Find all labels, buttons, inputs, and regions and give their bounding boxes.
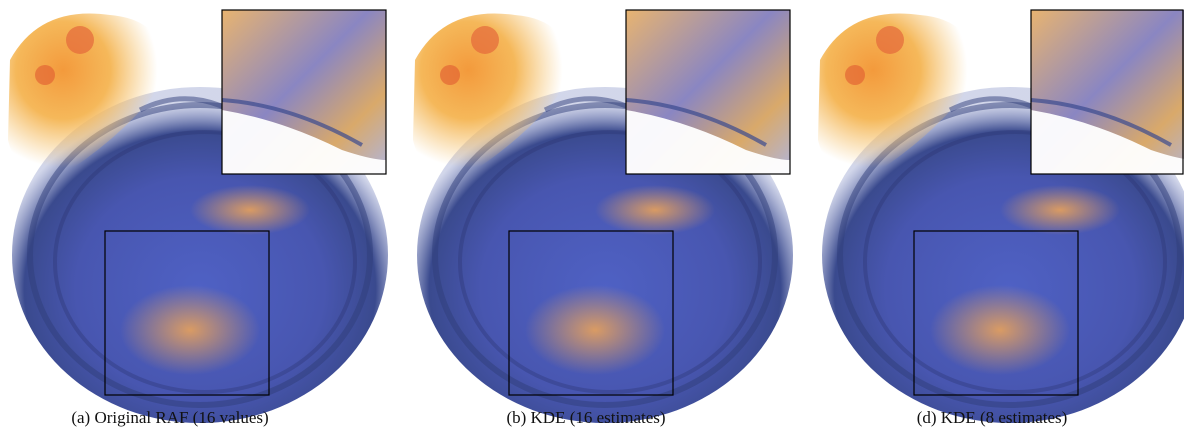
panel-d: (d) KDE (8 estimates) [818, 10, 1184, 427]
panel-b: (b) KDE (16 estimates) [413, 10, 793, 427]
figure: (a) Original RAF (16 values) (b) KDE (16… [0, 0, 1184, 434]
caption: (d) KDE (8 estimates) [917, 408, 1068, 427]
panel-a: (a) Original RAF (16 values) [8, 10, 388, 427]
caption: (b) KDE (16 estimates) [506, 408, 665, 427]
page: (a) Original RAF (16 values) (b) KDE (16… [0, 0, 1184, 434]
caption: (a) Original RAF (16 values) [71, 408, 268, 427]
